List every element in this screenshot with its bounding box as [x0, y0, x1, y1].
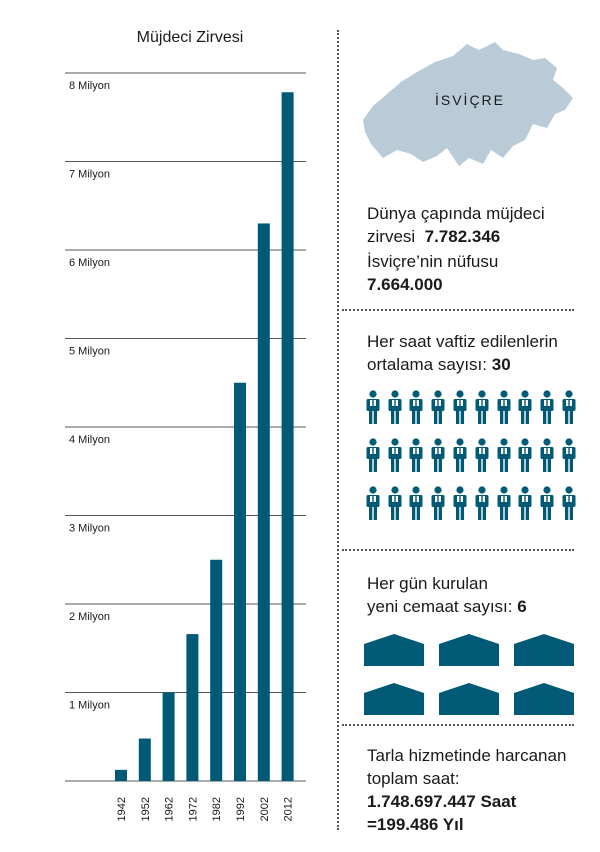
- baptized-value: 30: [491, 355, 511, 374]
- baptized-stat: Her saat vaftiz edilenlerin ortalama say…: [367, 330, 558, 376]
- population-label: İsviçre’nin nüfusu: [367, 252, 499, 271]
- x-tick-label: 1942: [116, 797, 128, 821]
- congregations-value: 6: [517, 597, 527, 616]
- hours-value: 1.748.697.447 Saat: [367, 792, 517, 811]
- person-icon: [515, 438, 537, 472]
- hours-stat: Tarla hizmetinde harcanan toplam saat: 1…: [367, 744, 566, 836]
- kingdom-hall-icon: [514, 683, 574, 720]
- x-tick-label: 1972: [187, 797, 199, 821]
- x-tick-label: 2012: [283, 797, 295, 821]
- person-icon: [449, 486, 471, 520]
- bar-2002: [257, 223, 270, 781]
- bar-1962: [162, 692, 175, 781]
- y-tick-label: 7 Milyon: [69, 169, 110, 181]
- y-tick-label: 2 Milyon: [69, 611, 110, 623]
- switzerland-shape: [363, 42, 573, 166]
- person-icon: [427, 438, 449, 472]
- congregations-stat: Her gün kurulan yeni cemaat sayısı: 6: [367, 572, 527, 618]
- population-value: 7.664.000: [367, 275, 443, 294]
- person-icon: [515, 486, 537, 520]
- person-icon: [471, 486, 493, 520]
- publishers-stat: Dünya çapında müjdeci zirvesi 7.782.346 …: [367, 202, 545, 296]
- bar-1982: [210, 559, 223, 781]
- baptized-label-line1: Her saat vaftiz edilenlerin: [367, 332, 558, 351]
- person-icon: [558, 390, 580, 424]
- bar-1992: [234, 382, 246, 781]
- horizontal-divider: [342, 724, 574, 726]
- y-tick-label: 3 Milyon: [69, 523, 110, 535]
- x-tick-label: 1962: [164, 797, 176, 821]
- kingdom-hall-icon: [439, 683, 499, 720]
- person-icon: [449, 438, 471, 472]
- person-icon: [449, 390, 471, 424]
- bar-1972: [186, 634, 199, 781]
- congregations-label-line1: Her gün kurulan: [367, 574, 488, 593]
- bar-1952: [138, 738, 151, 781]
- vertical-divider: [337, 30, 339, 830]
- switzerland-map: İSVİÇRE: [363, 42, 573, 166]
- y-tick-label: 6 Milyon: [69, 257, 110, 269]
- x-tick-label: 1952: [140, 797, 152, 821]
- person-icon: [558, 486, 580, 520]
- bar-1942: [115, 769, 127, 781]
- person-icon: [427, 390, 449, 424]
- kingdom-hall-icon: [364, 634, 424, 671]
- person-icon: [362, 486, 384, 520]
- person-icon: [493, 486, 515, 520]
- x-tick-label: 1992: [235, 797, 247, 821]
- person-icon: [384, 438, 406, 472]
- person-icon: [362, 438, 384, 472]
- person-icon: [384, 390, 406, 424]
- publishers-value: 7.782.346: [424, 227, 501, 246]
- person-icon: [558, 438, 580, 472]
- person-icon: [406, 438, 428, 472]
- y-tick-label: 5 Milyon: [69, 346, 110, 358]
- person-icon: [493, 438, 515, 472]
- person-icon: [362, 390, 384, 424]
- congregations-label-line2: yeni cemaat sayısı:: [367, 597, 513, 616]
- person-icon: [406, 390, 428, 424]
- person-icon: [493, 390, 515, 424]
- years-value: =199.486 Yıl: [367, 815, 464, 834]
- horizontal-divider: [342, 309, 574, 311]
- y-tick-label: 8 Milyon: [69, 80, 110, 92]
- kingdom-hall-icon: [514, 634, 574, 671]
- bar-chart: Müjdeci Zirvesi 1 Milyon 2 Milyon 3 Milyon…: [65, 29, 306, 821]
- person-icon: [536, 390, 558, 424]
- person-icon: [406, 486, 428, 520]
- y-tick-label: 4 Milyon: [69, 434, 110, 446]
- x-tick-label: 2002: [259, 797, 271, 821]
- congregation-halls-grid: [364, 634, 578, 720]
- person-icon: [384, 486, 406, 520]
- x-tick-label: 1982: [211, 797, 223, 821]
- person-icon: [536, 486, 558, 520]
- kingdom-hall-icon: [364, 683, 424, 720]
- horizontal-divider: [342, 549, 574, 551]
- kingdom-hall-icon: [439, 634, 499, 671]
- chart-title: Müjdeci Zirvesi: [137, 29, 244, 46]
- publishers-label-line2: zirvesi: [367, 227, 416, 246]
- baptized-label-line2: ortalama sayısı:: [367, 355, 487, 374]
- person-icon: [471, 438, 493, 472]
- hours-label-line1: Tarla hizmetinde harcanan: [367, 746, 567, 765]
- y-tick-label: 1 Milyon: [69, 700, 110, 712]
- country-label: İSVİÇRE: [435, 91, 505, 108]
- hours-label-line2: toplam saat:: [367, 769, 460, 788]
- person-icon: [515, 390, 537, 424]
- person-icon: [536, 438, 558, 472]
- bar-2012: [281, 92, 294, 781]
- baptized-people-grid: [362, 390, 580, 520]
- person-icon: [471, 390, 493, 424]
- person-icon: [427, 486, 449, 520]
- publishers-label-line1: Dünya çapında müjdeci: [367, 204, 545, 223]
